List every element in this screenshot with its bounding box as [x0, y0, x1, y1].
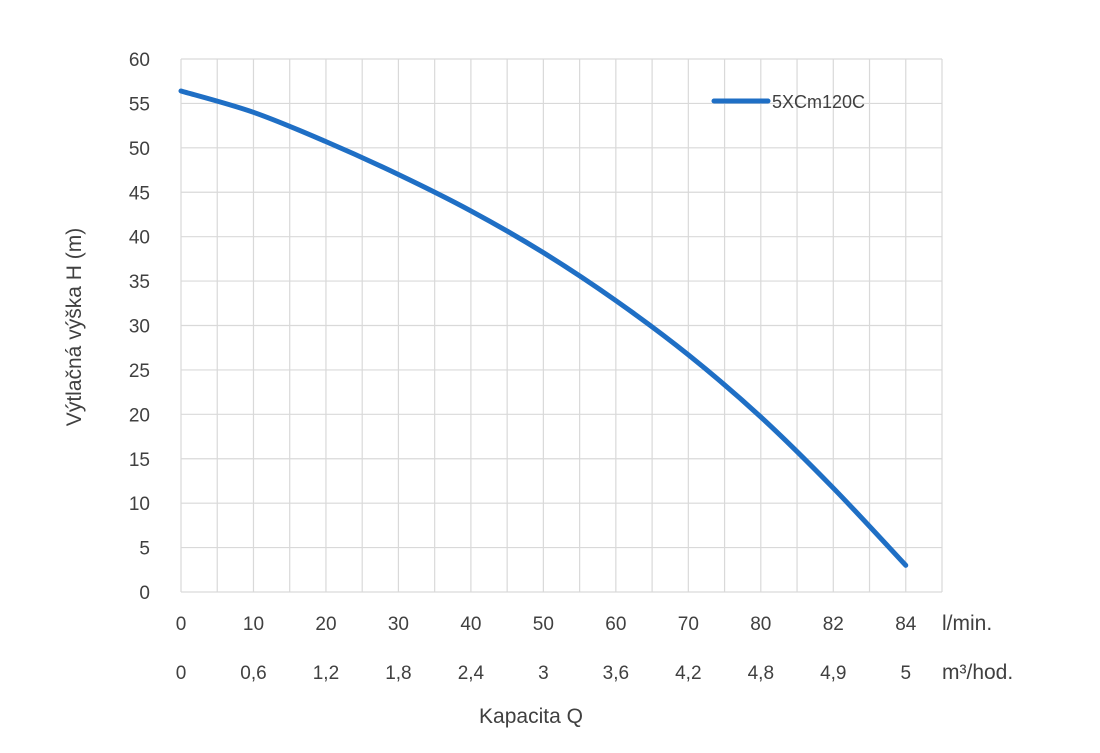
x-tick-label-m3h: 3 — [538, 663, 549, 684]
x-tick-label-lmin: 30 — [388, 614, 409, 635]
x-tick-label-lmin: 80 — [750, 614, 771, 635]
x-tick-label-lmin: 60 — [605, 614, 626, 635]
y-tick-labels: 0 5 10 15 20 25 30 35 40 45 50 55 60 — [129, 50, 150, 604]
x-tick-label-lmin: 84 — [895, 614, 917, 635]
y-tick-label: 55 — [129, 94, 150, 115]
x-tick-label-m3h: 3,6 — [603, 663, 629, 684]
y-tick-label: 10 — [129, 494, 150, 515]
x-tick-label-lmin: 82 — [823, 614, 844, 635]
x-tick-label-m3h: 0,6 — [240, 663, 266, 684]
y-tick-label: 15 — [129, 450, 150, 471]
x-tick-label-m3h: 1,8 — [385, 663, 411, 684]
x-tick-label-lmin: 40 — [460, 614, 481, 635]
y-tick-label: 60 — [129, 50, 150, 71]
y-tick-label: 20 — [129, 405, 150, 426]
series-line — [178, 88, 909, 568]
x-tick-label-lmin: 20 — [315, 614, 336, 635]
legend-label: 5XCm120C — [772, 92, 865, 112]
x-tick-label-lmin: 50 — [533, 614, 554, 635]
x-tick-label-lmin: 0 — [176, 614, 187, 635]
x-tick-labels: 0 10 20 30 40 50 60 70 80 82 84 0 0,6 1,2 1,8 2,4 3 3,6 4,… — [176, 614, 917, 684]
x-tick-label-m3h: 1,2 — [313, 663, 339, 684]
y-tick-label: 45 — [129, 183, 150, 204]
y-tick-label: 5 — [139, 539, 150, 560]
y-axis-title: Výtlačná výška H (m) — [63, 228, 86, 426]
x-tick-label-lmin: 70 — [678, 614, 699, 635]
x-tick-label-m3h: 4,2 — [675, 663, 701, 684]
x-axis-title: Kapacita Q — [479, 705, 583, 728]
x-tick-label-m3h: 4,9 — [820, 663, 846, 684]
x-unit-lmin: l/min. — [942, 612, 992, 635]
series-layer — [178, 88, 909, 568]
x-tick-label-m3h: 5 — [900, 663, 911, 684]
grid — [180, 58, 943, 593]
y-tick-label: 25 — [129, 361, 150, 382]
legend: 5XCm120C — [711, 92, 865, 112]
x-tick-label-m3h: 2,4 — [458, 663, 485, 684]
x-tick-label-m3h: 4,8 — [748, 663, 774, 684]
x-tick-label-m3h: 0 — [176, 663, 187, 684]
y-tick-label: 50 — [129, 139, 150, 160]
y-tick-label: 0 — [139, 583, 150, 604]
y-tick-label: 30 — [129, 317, 150, 338]
y-tick-label: 35 — [129, 272, 150, 293]
y-tick-label: 40 — [129, 228, 150, 249]
x-unit-m3h: m³/hod. — [942, 661, 1013, 684]
x-tick-label-lmin: 10 — [243, 614, 264, 635]
